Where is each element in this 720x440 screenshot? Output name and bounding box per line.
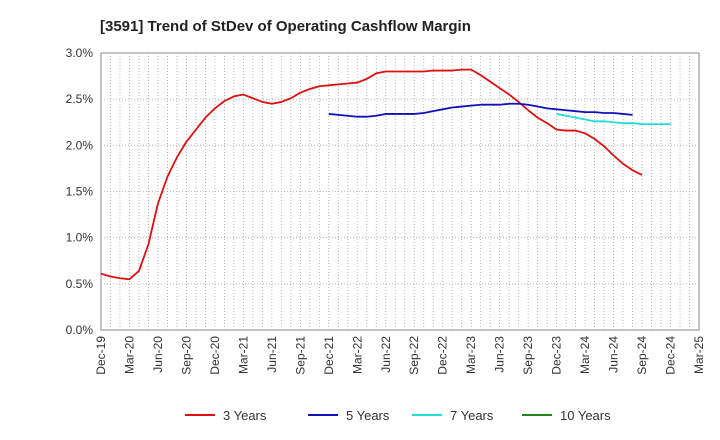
x-tick-label: Dec-20 bbox=[208, 336, 222, 375]
plot-area bbox=[100, 52, 700, 331]
x-tick-label: Sep-24 bbox=[635, 336, 649, 375]
legend-label: 10 Years bbox=[560, 408, 611, 423]
legend-label: 7 Years bbox=[450, 408, 494, 423]
x-tick-label: Mar-22 bbox=[350, 336, 364, 374]
x-tick-label: Jun-21 bbox=[265, 336, 279, 373]
y-tick-label: 1.5% bbox=[66, 185, 94, 199]
legend-label: 5 Years bbox=[346, 408, 390, 423]
x-tick-label: Jun-24 bbox=[607, 336, 621, 373]
y-tick-label: 2.5% bbox=[66, 92, 94, 106]
x-tick-label: Dec-21 bbox=[322, 336, 336, 375]
x-tick-label: Sep-20 bbox=[179, 336, 193, 375]
series-lines bbox=[100, 68, 671, 281]
x-tick-label: Jun-20 bbox=[151, 336, 165, 373]
legend: 3 Years 5 Years 7 Years 10 Years bbox=[185, 408, 611, 423]
series-line-7-years bbox=[556, 113, 671, 125]
legend-item-5-years: 5 Years bbox=[308, 408, 390, 423]
x-tick-label: Dec-22 bbox=[436, 336, 450, 375]
x-tick-label: Mar-21 bbox=[236, 336, 250, 374]
series-line-5-years bbox=[328, 102, 633, 118]
chart-title: [3591] Trend of StDev of Operating Cashf… bbox=[100, 18, 471, 35]
y-tick-label: 2.0% bbox=[66, 138, 94, 152]
x-tick-label: Dec-24 bbox=[664, 336, 678, 375]
x-tick-label: Mar-25 bbox=[692, 336, 706, 374]
y-axis-ticks: 0.0% 0.5% 1.0% 1.5% 2.0% 2.5% 3.0% bbox=[66, 46, 94, 337]
x-tick-label: Jun-22 bbox=[379, 336, 393, 373]
legend-item-7-years: 7 Years bbox=[412, 408, 494, 423]
x-tick-label: Jun-23 bbox=[493, 336, 507, 373]
legend-item-10-years: 10 Years bbox=[522, 408, 611, 423]
series-line-3-years bbox=[100, 68, 643, 281]
y-tick-label: 1.0% bbox=[66, 231, 94, 245]
x-tick-label: Sep-21 bbox=[293, 336, 307, 375]
x-tick-label: Mar-24 bbox=[578, 336, 592, 374]
legend-item-3-years: 3 Years bbox=[185, 408, 267, 423]
x-tick-label: Mar-20 bbox=[122, 336, 136, 374]
y-tick-label: 0.5% bbox=[66, 277, 94, 291]
x-tick-label: Sep-22 bbox=[407, 336, 421, 375]
y-gridlines bbox=[101, 98, 699, 285]
y-tick-label: 0.0% bbox=[66, 323, 94, 337]
x-tick-label: Dec-23 bbox=[550, 336, 564, 375]
x-tick-label: Sep-23 bbox=[521, 336, 535, 375]
x-axis-ticks: Dec-19 Mar-20 Jun-20 Sep-20 Dec-20 Mar-21 Jun-… bbox=[94, 336, 706, 375]
plot-border bbox=[100, 52, 700, 331]
y-tick-label: 3.0% bbox=[66, 46, 94, 60]
legend-label: 3 Years bbox=[223, 408, 267, 423]
x-tick-label: Dec-19 bbox=[94, 336, 108, 375]
x-tick-label: Mar-23 bbox=[464, 336, 478, 374]
